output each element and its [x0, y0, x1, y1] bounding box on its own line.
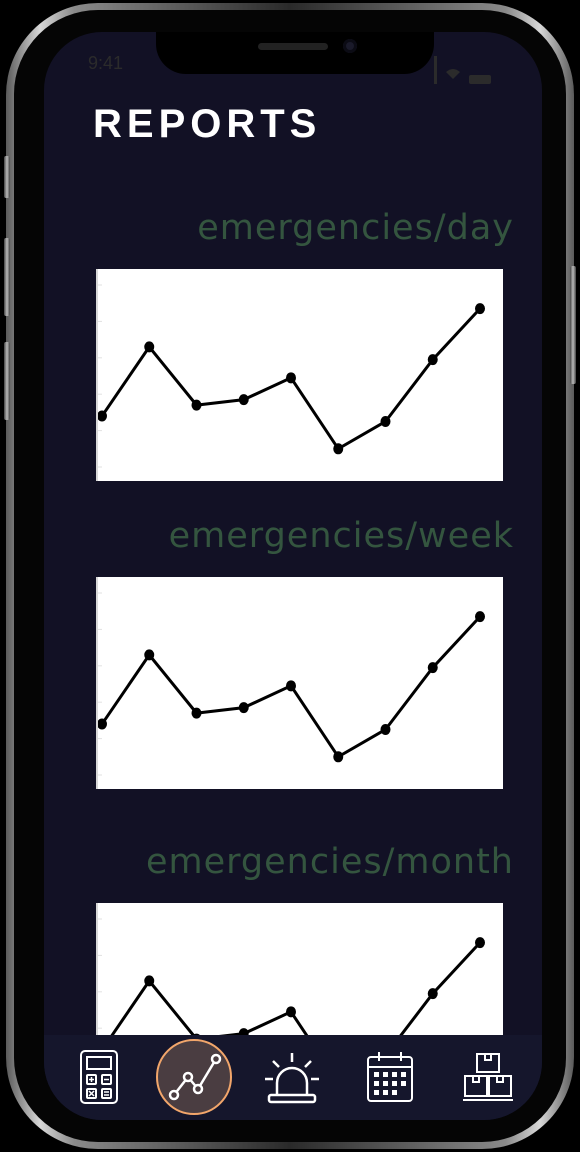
volume-down-button	[4, 342, 10, 420]
battery-icon	[469, 75, 491, 84]
data-point	[427, 354, 438, 366]
active-indicator	[156, 1039, 232, 1115]
nav-calendar[interactable]	[360, 1047, 420, 1107]
data-point	[238, 702, 249, 714]
calculator-icon	[80, 1050, 118, 1104]
data-point	[427, 988, 438, 1000]
section-label-week: emergencies/week	[168, 516, 514, 556]
data-point	[286, 372, 296, 384]
line-chart-icon	[168, 1053, 222, 1101]
data-point	[333, 751, 344, 763]
volume-up-button	[4, 238, 10, 316]
signal-icon	[434, 56, 437, 84]
nav-calculator[interactable]	[69, 1047, 129, 1107]
status-icons	[434, 56, 491, 84]
data-point	[286, 680, 296, 692]
line-chart-week	[98, 592, 485, 776]
app-screen: 9:41 REPORTS emergencies/day emergencies…	[44, 32, 542, 1120]
speaker-grille	[258, 43, 328, 50]
power-button	[570, 266, 576, 384]
data-point	[475, 303, 485, 315]
notch	[156, 32, 434, 74]
data-point	[191, 399, 202, 411]
data-point	[144, 975, 155, 987]
data-point	[98, 410, 107, 422]
data-point	[380, 724, 391, 735]
nav-emergency[interactable]	[262, 1047, 322, 1107]
chart-week	[96, 577, 503, 789]
boxes-icon	[463, 1053, 513, 1101]
page-title: REPORTS	[93, 102, 322, 146]
calendar-icon	[367, 1052, 413, 1102]
section-label-day: emergencies/day	[197, 208, 514, 248]
data-point	[380, 416, 391, 427]
wifi-icon	[445, 65, 461, 84]
data-point	[98, 718, 107, 730]
mute-switch	[4, 156, 10, 198]
siren-icon	[265, 1053, 319, 1104]
data-point	[427, 662, 438, 674]
nav-inventory[interactable]	[458, 1047, 518, 1107]
data-point	[333, 443, 344, 455]
nav-reports[interactable]	[156, 1039, 232, 1115]
bottom-nav	[44, 1035, 542, 1120]
chart-day	[96, 269, 503, 481]
data-point	[286, 1006, 296, 1018]
line-chart-day	[98, 284, 485, 468]
data-point	[191, 707, 202, 719]
data-point	[144, 341, 155, 353]
section-label-month: emergencies/month	[146, 842, 514, 882]
data-point	[475, 937, 485, 949]
front-camera	[343, 39, 357, 53]
data-point	[144, 649, 155, 661]
status-time: 9:41	[88, 53, 124, 73]
data-point	[238, 394, 249, 406]
data-point	[475, 611, 485, 623]
